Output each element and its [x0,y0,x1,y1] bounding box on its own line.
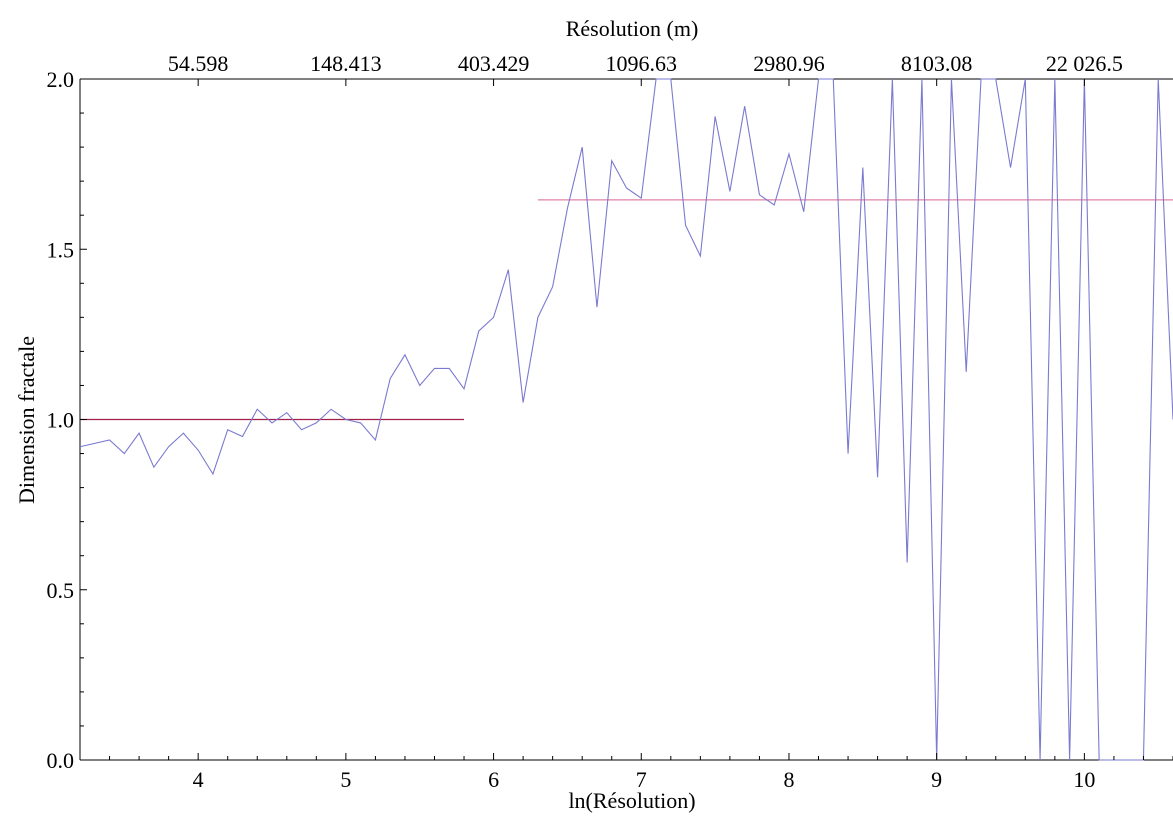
top-tick-label: 54.598 [168,51,229,76]
y-tick-label: 2.0 [47,67,75,92]
y-axis-ticks: 0.0 0.5 1.0 1.5 2.0 [47,67,87,773]
y-axis-label: Dimension fractale [14,336,39,504]
top-tick-label: 22 026.5 [1046,51,1123,76]
top-tick-label: 8103.08 [901,51,973,76]
y-tick-label: 0.0 [47,748,75,773]
x-tick-label: 6 [488,767,499,792]
top-axis-ticks: 54.598 148.413 403.429 1096.63 2980.96 8103.0… [168,51,1123,86]
x-tick-label: 10 [1073,767,1095,792]
x-tick-label: 5 [340,767,351,792]
x-axis-label: ln(Résolution) [568,788,695,813]
y-tick-label: 0.5 [47,578,75,603]
x-tick-label: 4 [193,767,204,792]
top-axis-label: Résolution (m) [566,16,699,41]
x-tick-label: 9 [931,767,942,792]
series-line [79,78,1173,761]
y-tick-label: 1.5 [47,237,75,262]
top-tick-label: 2980.96 [753,51,825,76]
x-tick-label: 8 [783,767,794,792]
x-axis-ticks: 4 5 6 7 8 9 10 [79,753,1173,792]
top-tick-label: 148.413 [310,51,382,76]
reference-lines [80,199,1173,421]
top-tick-label: 403.429 [458,51,530,76]
series-group [79,78,1173,761]
y-tick-label: 1.0 [47,408,75,433]
x-tick-label: 7 [636,767,647,792]
top-tick-label: 1096.63 [606,51,678,76]
